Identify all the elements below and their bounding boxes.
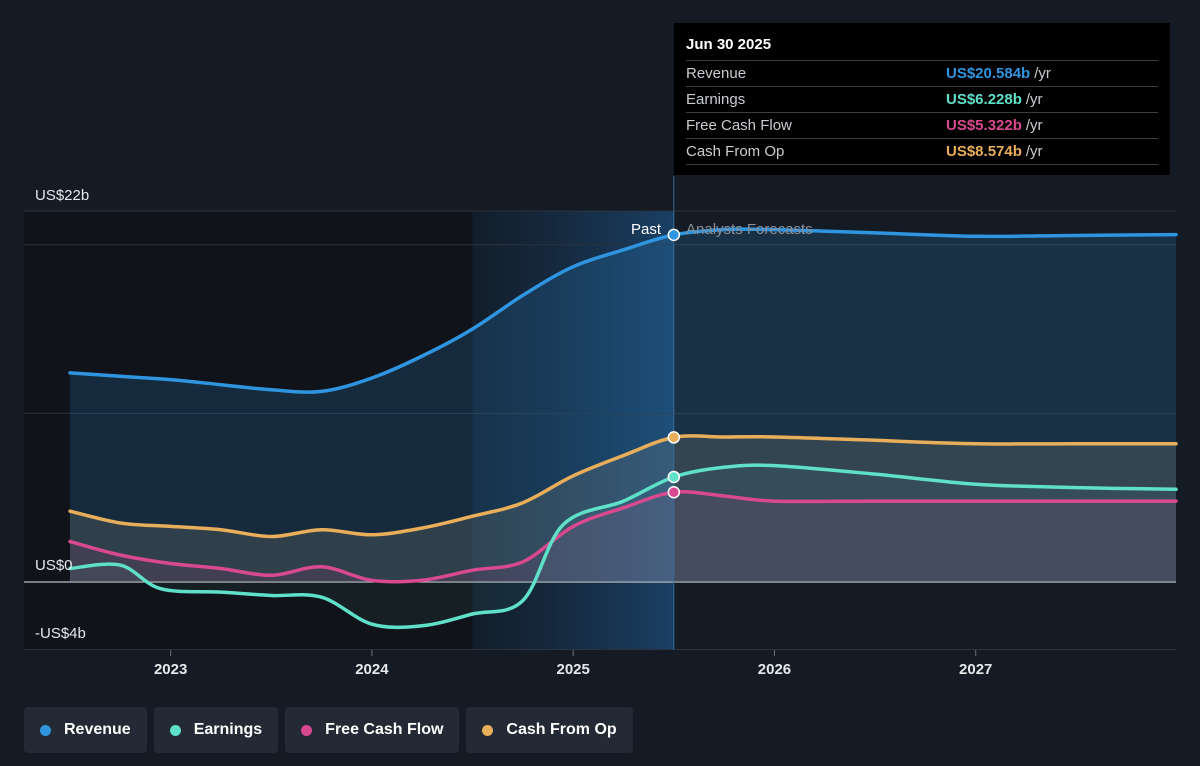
legend-item-label: Earnings <box>193 721 263 738</box>
marker-revenue <box>667 228 681 242</box>
tooltip-row-label: Earnings <box>686 91 746 108</box>
legend-dot-icon <box>40 724 51 736</box>
tooltip-row-label: Free Cash Flow <box>686 117 792 134</box>
legend-item-label: Revenue <box>64 721 131 738</box>
marker-free-cash-flow <box>667 486 681 499</box>
tooltip-row-unit: /yr <box>1025 91 1043 108</box>
past-label: Past <box>631 221 662 238</box>
tooltip-row-label: Cash From Op <box>686 143 785 160</box>
tooltip-row: Earnings US$6.228b/yr <box>686 86 1158 112</box>
y-tick-label: US$0 <box>35 557 73 574</box>
x-tick-label: 2026 <box>758 661 791 678</box>
tooltip-row: Cash From Op US$8.574b/yr <box>686 138 1158 165</box>
line-earnings <box>68 463 1178 630</box>
forecast-label: Analysts Forecasts <box>686 221 813 238</box>
marker-earnings <box>667 470 681 484</box>
y-tick-label: US$22b <box>35 187 89 204</box>
tooltip-row-label: Revenue <box>686 65 747 82</box>
tooltip-row: Revenue US$20.584b/yr <box>686 60 1158 86</box>
tooltip-row-value: US$8.574b <box>946 143 1022 160</box>
legend-item-label: Cash From Op <box>506 721 617 738</box>
y-tick-label: -US$4b <box>35 625 86 642</box>
legend-item-earnings[interactable]: Earnings <box>153 707 279 753</box>
tooltip-date: Jun 30 2025 <box>686 36 772 53</box>
tooltip-row: Free Cash Flow US$5.322b/yr <box>686 112 1158 138</box>
tooltip-row-value: US$6.228b <box>946 91 1022 108</box>
tooltip-row-unit: /yr <box>1025 117 1043 134</box>
x-tick-label: 2025 <box>556 661 589 678</box>
legend-dot-icon <box>482 724 494 736</box>
tooltip-row-unit: /yr <box>1034 65 1051 82</box>
area-free-cash-flow <box>70 491 1176 582</box>
area-revenue <box>70 229 1176 582</box>
line-cash-from-op <box>68 434 1178 539</box>
legend-item-free-cash-flow[interactable]: Free Cash Flow <box>285 707 460 753</box>
legend-dot-icon <box>301 724 313 736</box>
x-tick-label: 2027 <box>959 661 992 678</box>
legend-item-cash-from-op[interactable]: Cash From Op <box>466 707 633 753</box>
legend: Revenue Earnings Free Cash Flow Cash From O… <box>24 707 633 753</box>
x-tick-label: 2023 <box>154 661 187 678</box>
tooltip-row-unit: /yr <box>1025 143 1043 160</box>
tooltip-row-value: US$5.322b <box>946 117 1022 134</box>
tooltip: Jun 30 2025 Revenue US$20.584b/yr Earnings… <box>674 23 1170 175</box>
line-revenue <box>68 227 1178 394</box>
tooltip-row-value: US$20.584b <box>946 65 1031 82</box>
area-earnings <box>70 465 1176 628</box>
past-highlight-band <box>472 211 674 650</box>
legend-dot-icon <box>169 724 181 736</box>
x-tick-label: 2024 <box>355 661 389 678</box>
legend-item-label: Free Cash Flow <box>325 721 444 738</box>
marker-cash-from-op <box>667 431 681 444</box>
legend-item-revenue[interactable]: Revenue <box>24 707 147 753</box>
